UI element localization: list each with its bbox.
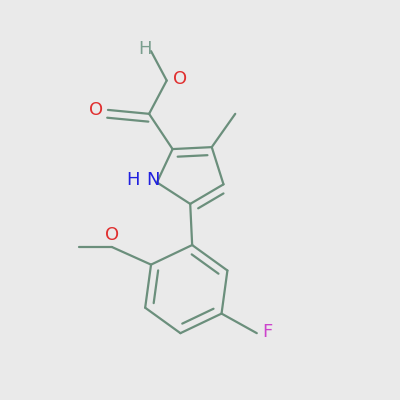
Text: F: F [263,323,273,341]
Text: O: O [172,70,187,88]
Text: H: H [138,40,152,58]
Text: O: O [89,101,103,119]
Text: H: H [127,172,140,190]
Text: N: N [146,172,160,190]
Text: O: O [105,226,119,244]
